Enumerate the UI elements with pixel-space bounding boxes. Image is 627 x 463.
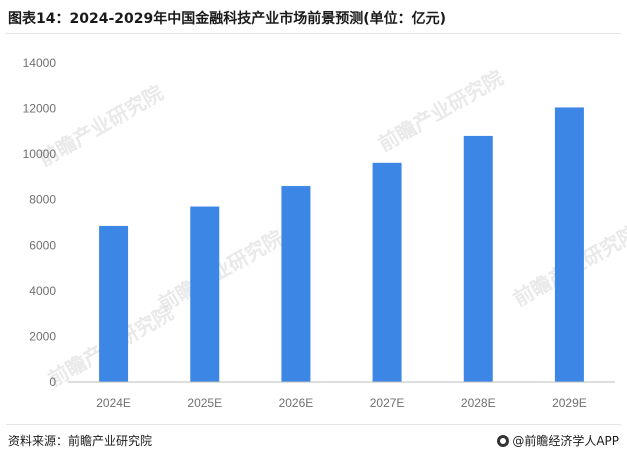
bar-2026E [281,186,311,382]
bar-2025E [190,206,220,382]
y-tick-label-2: 4000 [29,284,56,298]
y-tick-label-7: 14000 [23,56,57,70]
y-tick-label-3: 6000 [29,238,56,252]
y-tick-label-5: 10000 [23,147,57,161]
bars [99,107,584,383]
bar-2029E [554,107,584,383]
bar-2024E [99,225,129,382]
bar-2027E [372,162,402,382]
x-tick-label-3: 2027E [370,396,405,410]
x-tick-label-0: 2024E [96,396,131,410]
x-tick-label-1: 2025E [187,396,222,410]
source-note: 资料来源：前瞻产业研究院 [8,434,153,448]
chart-title: 图表14：2024-2029年中国金融科技产业市场前景预测(单位：亿元) [8,11,447,27]
x-tick-label-2: 2026E [279,396,314,410]
y-tick-label-1: 2000 [29,329,56,343]
footer-divider [6,424,621,425]
brand-logo-icon [497,435,510,447]
title-divider [6,33,621,34]
y-tick-label-4: 8000 [29,193,56,207]
x-tick-label-5: 2029E [552,396,587,410]
brand-label: @前瞻经济学人APP [497,432,619,449]
y-tick-label-6: 12000 [23,102,57,116]
bar-2028E [463,135,493,382]
y-tick-label-0: 0 [49,375,56,389]
x-axis: 2024E 2025E 2026E 2027E 2028E 2029E [96,396,587,410]
brand-text: @前瞻经济学人APP [512,434,619,448]
x-tick-label-4: 2028E [461,396,496,410]
y-axis: 0 2000 4000 6000 8000 10000 12000 14000 [23,56,57,389]
